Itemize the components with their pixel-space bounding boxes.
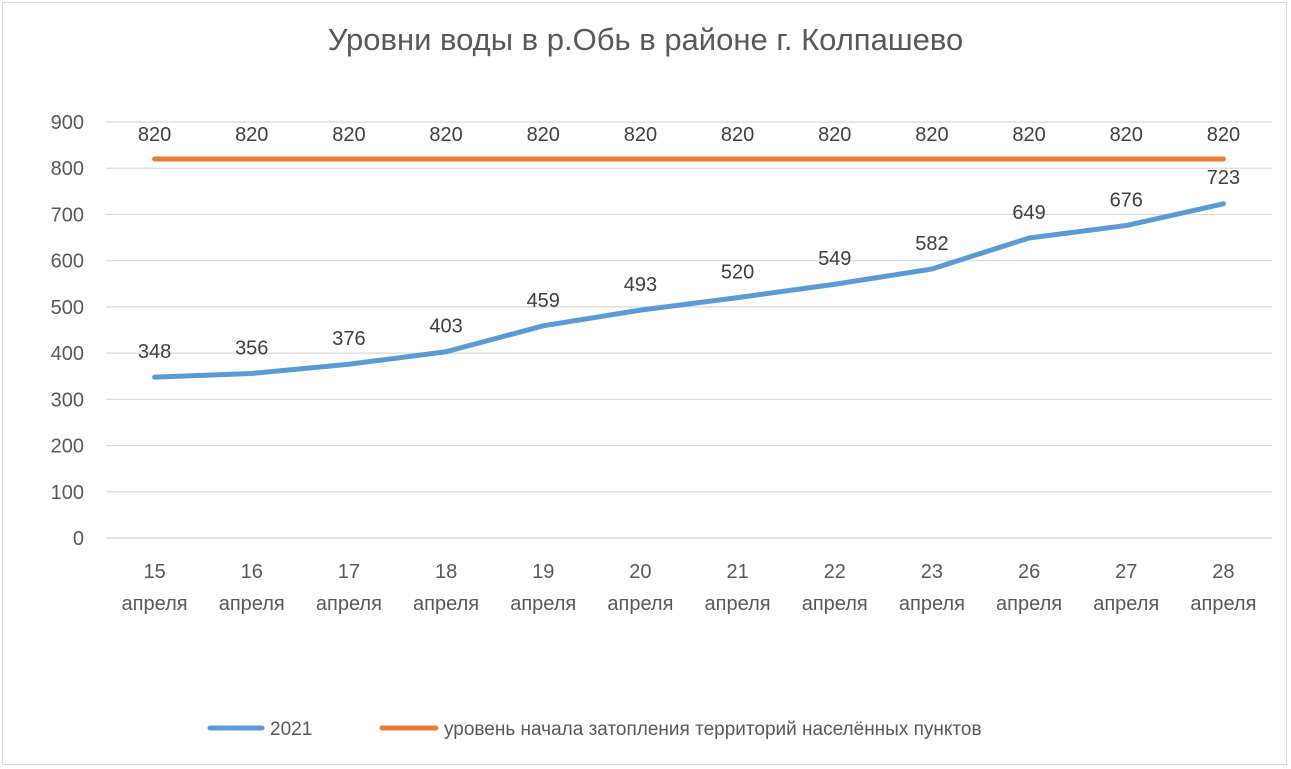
data-label-2021: 348 [138, 341, 171, 363]
y-tick-label: 0 [73, 528, 84, 550]
y-tick-label: 500 [51, 297, 84, 319]
data-label-flood-level: 820 [429, 124, 462, 146]
x-tick-label-month: апреля [219, 593, 285, 615]
y-tick-label: 400 [51, 343, 84, 365]
x-tick-label-month: апреля [705, 593, 771, 615]
y-tick-label: 800 [51, 158, 84, 180]
data-label-flood-level: 820 [818, 124, 851, 146]
data-label-2021: 549 [818, 248, 851, 270]
series-line-0 [152, 201, 1226, 380]
data-label-2021: 403 [429, 316, 462, 338]
x-tick-label-day: 15 [143, 561, 165, 583]
x-tick-label-month: апреля [607, 593, 673, 615]
data-label-flood-level: 820 [332, 124, 365, 146]
x-tick-label-month: апреля [1093, 593, 1159, 615]
y-tick-label: 900 [51, 112, 84, 134]
x-axis: 15 апреля 16 апреля 17 апреля 18 апреля 19 апреля… [122, 561, 1257, 615]
data-label-2021: 520 [721, 262, 754, 284]
data-label-flood-level: 820 [138, 124, 171, 146]
legend-label-2021: 2021 [270, 719, 312, 740]
data-label-2021: 676 [1110, 190, 1143, 212]
data-label-2021: 582 [915, 233, 948, 255]
data-label-flood-level: 820 [527, 124, 560, 146]
data-label-flood-level: 820 [915, 124, 948, 146]
data-label-flood-level: 820 [1012, 124, 1045, 146]
x-tick-label-day: 28 [1212, 561, 1234, 583]
y-tick-label: 700 [51, 204, 84, 226]
x-tick-label-month: апреля [899, 593, 965, 615]
y-tick-label: 300 [51, 389, 84, 411]
x-tick-label-day: 23 [921, 561, 943, 583]
data-label-flood-level: 820 [235, 124, 268, 146]
x-tick-label-day: 16 [241, 561, 263, 583]
y-tick-label: 200 [51, 436, 84, 458]
x-tick-label-day: 18 [435, 561, 457, 583]
data-label-2021: 493 [624, 274, 657, 296]
y-tick-label: 100 [51, 482, 84, 504]
data-label-flood-level: 820 [1110, 124, 1143, 146]
x-tick-label-day: 26 [1018, 561, 1040, 583]
data-label-flood-level: 820 [624, 124, 657, 146]
x-tick-label-month: апреля [316, 593, 382, 615]
y-axis: 0 100 200 300 400 500 600 700 800 900 [51, 112, 84, 550]
x-tick-label-day: 27 [1115, 561, 1137, 583]
gridlines [106, 121, 1272, 539]
data-label-2021: 649 [1012, 202, 1045, 224]
data-labels: 348 356 376 403 459 493 520 549 582 649 676 723 820 8… [138, 124, 1240, 363]
x-tick-label-day: 19 [532, 561, 554, 583]
x-tick-label-day: 21 [726, 561, 748, 583]
data-label-2021: 376 [332, 328, 365, 350]
chart-title: Уровни воды в р.Обь в районе г. Колпашев… [327, 22, 964, 57]
x-tick-label-day: 17 [338, 561, 360, 583]
data-label-flood-level: 820 [1207, 124, 1240, 146]
x-tick-label-month: апреля [996, 593, 1062, 615]
x-tick-label-day: 20 [629, 561, 651, 583]
x-tick-label-day: 22 [824, 561, 846, 583]
x-tick-label-month: апреля [122, 593, 188, 615]
legend-label-flood-level: уровень начала затопления территорий нас… [444, 719, 982, 740]
data-label-flood-level: 820 [721, 124, 754, 146]
data-label-2021: 356 [235, 337, 268, 359]
series-lines [152, 156, 1226, 380]
x-tick-label-month: апреля [413, 593, 479, 615]
data-label-2021: 723 [1207, 167, 1240, 189]
y-tick-label: 600 [51, 251, 84, 273]
legend: 2021 уровень начала затопления территорий… [207, 719, 982, 740]
data-label-2021: 459 [527, 290, 560, 312]
x-tick-label-month: апреля [1190, 593, 1256, 615]
x-tick-label-month: апреля [510, 593, 576, 615]
x-tick-label-month: апреля [802, 593, 868, 615]
